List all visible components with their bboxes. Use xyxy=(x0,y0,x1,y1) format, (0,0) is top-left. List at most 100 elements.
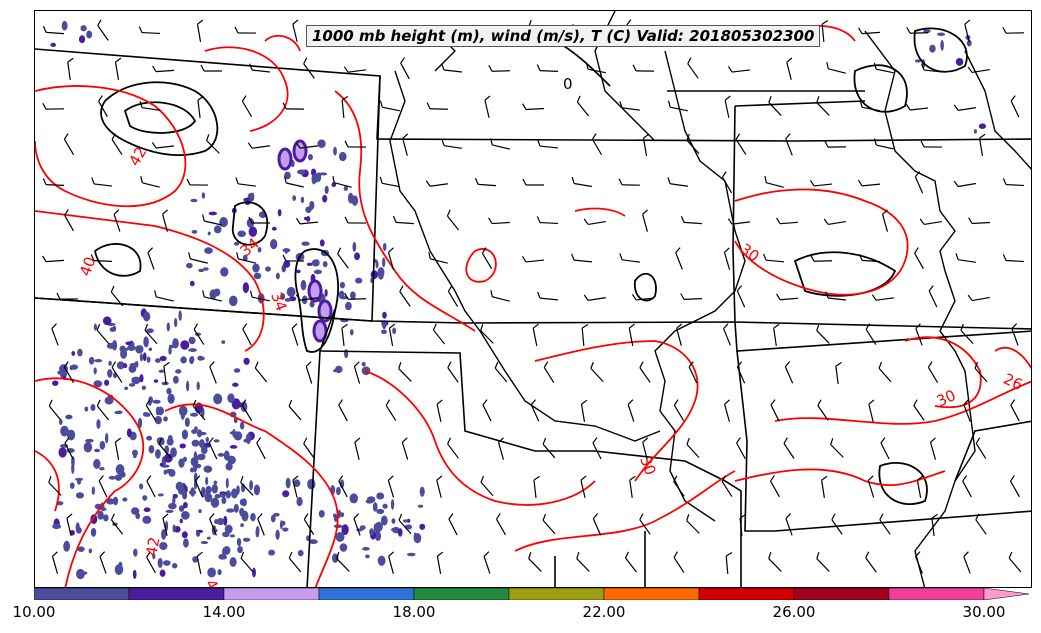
shading-speckle xyxy=(270,514,276,523)
wind-barb xyxy=(42,255,65,263)
wind-barb xyxy=(817,399,829,421)
shading-speckle xyxy=(419,486,425,497)
wind-barb xyxy=(63,361,75,384)
shading-speckle xyxy=(239,507,245,517)
shading-speckle xyxy=(204,492,213,503)
shading-speckle xyxy=(249,480,254,491)
wind-barb xyxy=(580,475,587,498)
wind-barb xyxy=(858,253,881,263)
colorbar-tick-label: 30.00 xyxy=(962,603,1006,621)
wind-barb xyxy=(64,437,74,460)
colorbar xyxy=(34,588,1030,600)
shading-speckle xyxy=(173,317,178,328)
wind-barb xyxy=(488,217,511,225)
wind-barb xyxy=(110,513,124,535)
wind-barb xyxy=(721,475,733,497)
wind-barb xyxy=(739,513,747,537)
wind-barb xyxy=(542,513,556,535)
wind-barb xyxy=(919,218,942,226)
colorbar-segment xyxy=(508,588,605,600)
wind-barb xyxy=(784,361,794,384)
shading-speckle xyxy=(343,185,349,191)
shading-speckle xyxy=(324,185,329,195)
wind-barb xyxy=(480,475,494,497)
colorbar-segment xyxy=(318,588,415,600)
shading-speckle xyxy=(309,200,315,210)
shading-speckle xyxy=(242,537,251,542)
shading-speckle xyxy=(296,269,301,274)
wind-barb xyxy=(955,253,976,263)
wind-barb xyxy=(536,216,559,225)
wind-barb xyxy=(581,323,589,347)
wind-barb xyxy=(639,513,651,535)
wind-barb xyxy=(591,133,603,156)
shading-speckle xyxy=(125,341,132,346)
wind-barb xyxy=(497,437,505,460)
wind-barb xyxy=(240,476,254,496)
shading-speckle xyxy=(220,217,228,225)
wind-barb xyxy=(343,66,366,73)
shading-speckle xyxy=(157,557,163,569)
wind-barb xyxy=(282,254,305,262)
wind-barb xyxy=(583,294,606,301)
wind-barb xyxy=(960,323,974,345)
wind-barb xyxy=(736,437,746,460)
shading-speckle xyxy=(180,356,187,364)
colorbar-segment xyxy=(413,588,510,600)
shading-speckle xyxy=(391,518,396,524)
shading-speckle xyxy=(317,299,333,323)
shading-speckle xyxy=(184,417,190,427)
wind-barb xyxy=(146,551,156,574)
wind-barb xyxy=(494,361,508,383)
wind-barb xyxy=(200,64,223,72)
map-title: 1000 mb height (m), wind (m/s), T (C) Va… xyxy=(306,25,821,47)
wind-barb xyxy=(97,19,109,41)
wind-barb xyxy=(98,95,108,118)
shading-speckle xyxy=(159,541,168,551)
wind-barb xyxy=(773,323,780,346)
shading-speckle xyxy=(246,218,255,228)
wind-barb xyxy=(484,95,491,118)
shading-speckle xyxy=(183,456,187,462)
shading-speckle xyxy=(253,484,261,496)
wind-barb xyxy=(763,253,785,263)
wind-barb xyxy=(821,475,828,498)
wind-barb xyxy=(687,57,699,79)
shading-speckle xyxy=(332,513,337,518)
wind-barb xyxy=(147,247,155,270)
shading-speckle xyxy=(91,486,95,495)
shading-speckle xyxy=(248,226,258,237)
wind-barb xyxy=(96,323,110,345)
shading-speckle xyxy=(128,364,137,373)
wind-barb xyxy=(929,437,937,460)
shading-speckle xyxy=(221,340,226,344)
wind-barb xyxy=(686,514,700,534)
shading-speckle xyxy=(181,531,188,539)
shading-speckle xyxy=(114,474,123,481)
wind-barb xyxy=(188,252,208,264)
wind-barb xyxy=(236,252,256,264)
shading-speckle xyxy=(213,439,220,443)
wind-barb xyxy=(206,134,220,154)
wind-barb xyxy=(151,142,175,149)
wind-barb xyxy=(114,57,122,80)
wind-barb xyxy=(256,437,266,460)
shading-speckle xyxy=(157,493,164,497)
shading-speckle xyxy=(382,242,387,252)
shading-speckle xyxy=(333,146,337,156)
wind-barb xyxy=(978,133,986,156)
shading-speckle xyxy=(172,524,176,533)
shading-speckle xyxy=(322,194,328,203)
colorbar-tick-label: 10.00 xyxy=(12,603,56,621)
shading-speckle xyxy=(233,368,241,373)
wind-barb xyxy=(727,218,751,225)
shading-speckle xyxy=(204,247,213,254)
wind-barb xyxy=(530,399,540,422)
wind-barb xyxy=(139,101,160,111)
shading-speckle xyxy=(123,363,128,369)
wind-barb xyxy=(821,19,829,43)
shading-speckle xyxy=(161,381,169,386)
wind-barb xyxy=(303,513,315,536)
colorbar-segment xyxy=(603,588,700,600)
shading-speckle xyxy=(351,195,359,206)
